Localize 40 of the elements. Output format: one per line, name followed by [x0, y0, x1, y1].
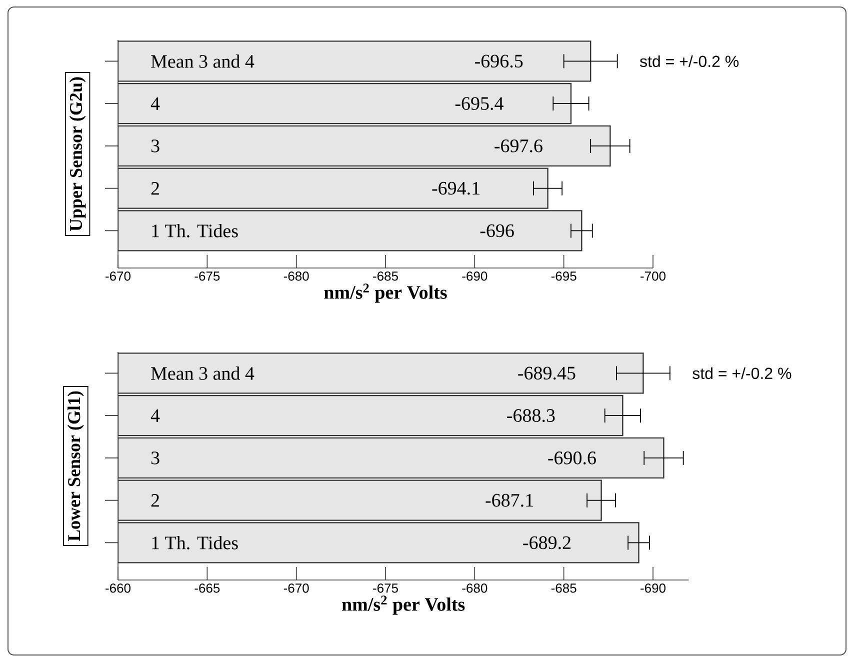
y-tick-label: 1 Th. Tides [152, 224, 238, 238]
x-tick-label: -685 [551, 584, 576, 593]
data-label: -689.2 [523, 536, 570, 550]
x-tick-label: -675 [373, 584, 398, 593]
data-label: -697.6 [494, 140, 542, 152]
data-label: -688.3 [507, 409, 555, 422]
x-tick-label: -695 [551, 272, 576, 281]
data-label: -694.1 [432, 182, 480, 195]
y-tick-label: 3 [151, 140, 160, 152]
y-tick-label: Mean 3 and 4 [151, 366, 254, 380]
x-tick-label: -690 [462, 272, 488, 281]
y-tick-label: 2 [151, 494, 159, 507]
y-tick-label: 4 [150, 409, 160, 422]
x-tick-label: -670 [106, 272, 130, 281]
data-label: -695.4 [455, 97, 504, 110]
x-axis-title: nm/s$^{2}$ per Volts [342, 596, 465, 615]
x-tick-label: -700 [640, 272, 666, 281]
x-tick-label: -685 [373, 272, 398, 281]
data-label: -687.1 [486, 494, 533, 507]
x-tick-label: -675 [194, 272, 220, 281]
y-tick-label: Mean 3 and 4 [151, 54, 254, 68]
y-axis-title: Upper Sensor (G2u) [69, 77, 86, 232]
data-label: -690.6 [548, 452, 596, 464]
x-tick-label: -680 [462, 584, 488, 593]
text: std = +/-0.2 % [692, 367, 792, 380]
y-tick-label: 4 [150, 97, 160, 110]
y-axis-title: Lower Sensor (Gl1) [68, 391, 84, 542]
x-tick-label: -690 [640, 584, 666, 593]
data-label: -696 [480, 224, 514, 238]
y-tick-label: 3 [151, 452, 160, 464]
x-tick-label: -670 [284, 584, 309, 593]
y-tick-label: 1 Th. Tides [152, 536, 238, 550]
x-tick-label: -680 [284, 272, 309, 281]
x-axis-title: nm/s$^{2}$ per Volts [324, 284, 447, 303]
data-label: -696.5 [475, 54, 523, 68]
x-tick-label: -665 [194, 584, 220, 593]
annotation: std = +/-0.2 % [640, 55, 739, 68]
x-tick-label: -660 [106, 584, 130, 593]
y-tick-label: 2 [151, 182, 159, 195]
data-label: -689.45 [518, 366, 576, 380]
